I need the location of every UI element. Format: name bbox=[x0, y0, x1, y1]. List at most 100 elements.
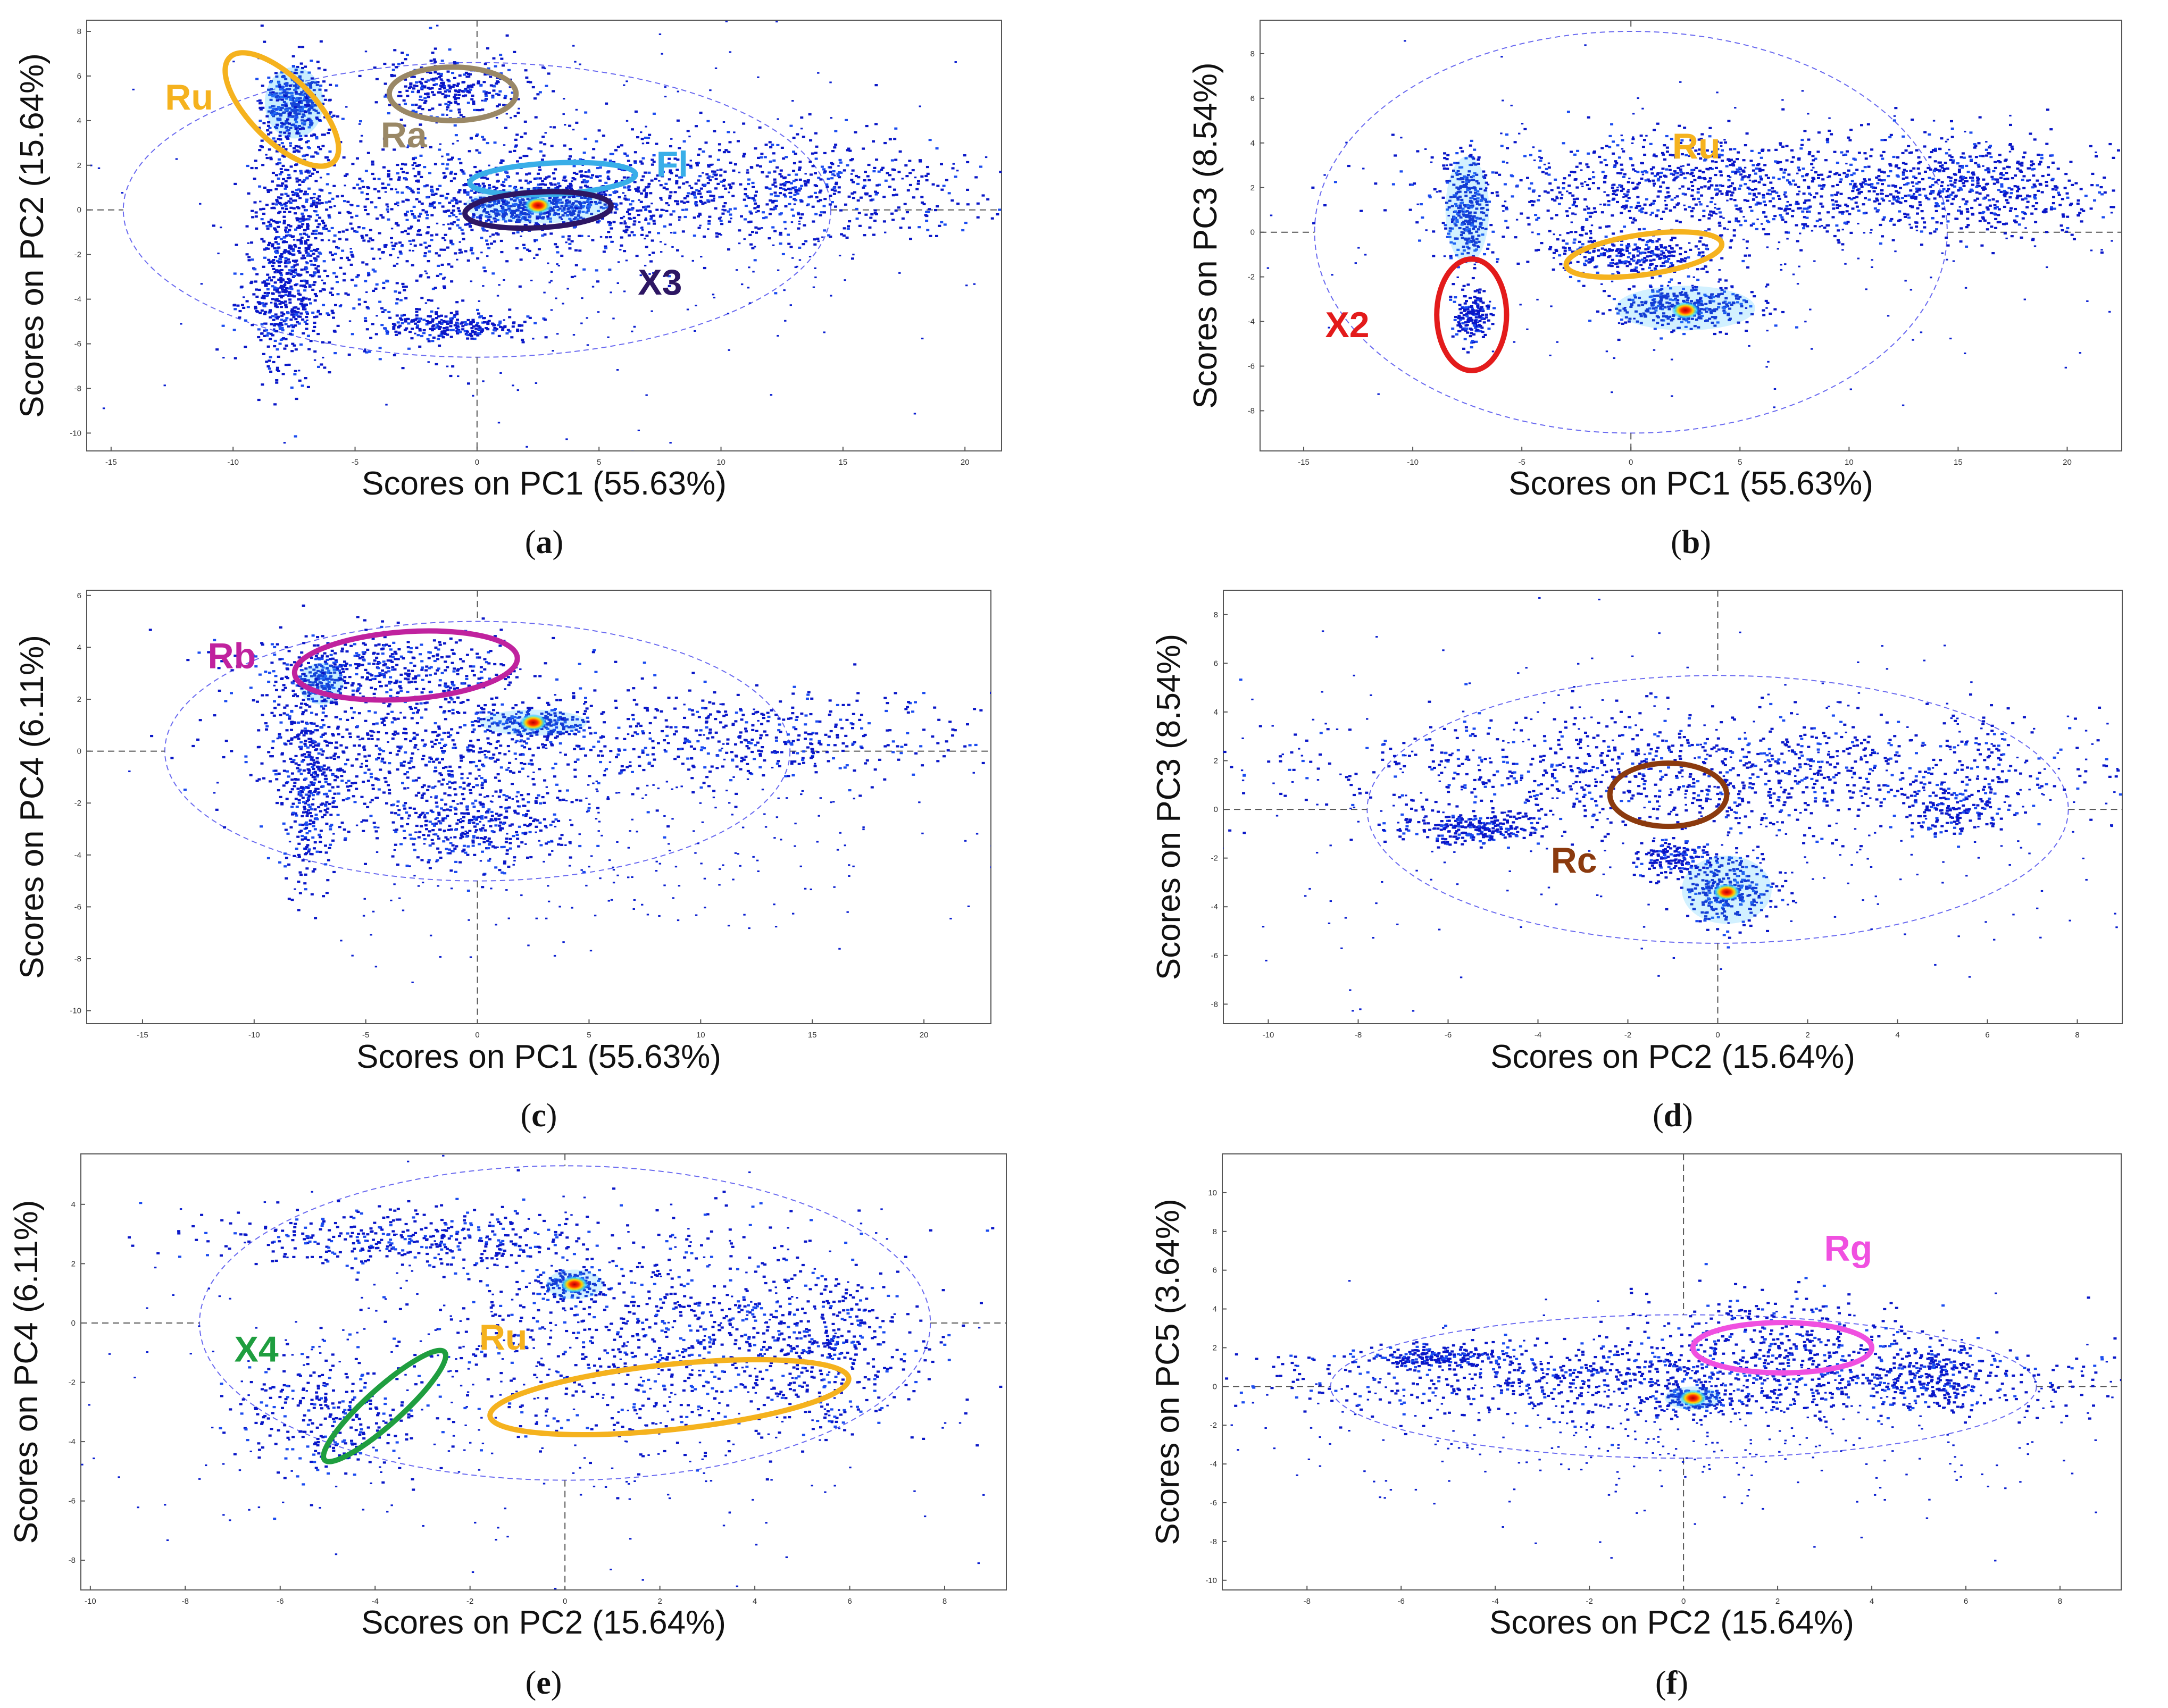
score-point bbox=[1839, 178, 1843, 181]
score-point bbox=[651, 163, 654, 166]
score-point bbox=[548, 281, 551, 283]
score-point bbox=[289, 247, 293, 250]
score-point bbox=[623, 169, 627, 172]
score-point bbox=[1033, 44, 1035, 46]
score-point bbox=[627, 208, 631, 211]
score-point bbox=[286, 262, 290, 264]
score-point bbox=[313, 133, 316, 137]
score-point bbox=[738, 171, 741, 173]
score-point bbox=[499, 372, 502, 374]
score-point bbox=[345, 238, 349, 241]
score-point bbox=[326, 183, 329, 186]
score-point bbox=[411, 164, 414, 166]
score-point bbox=[350, 216, 354, 219]
score-point bbox=[465, 333, 469, 336]
score-point bbox=[743, 218, 747, 221]
score-point bbox=[610, 291, 612, 294]
score-point bbox=[1945, 236, 1948, 239]
score-point bbox=[278, 221, 281, 223]
score-point bbox=[790, 208, 794, 211]
score-point bbox=[473, 337, 477, 340]
score-point bbox=[927, 211, 930, 213]
score-point bbox=[295, 149, 299, 152]
score-point bbox=[464, 71, 468, 74]
score-point bbox=[326, 312, 329, 315]
score-point bbox=[441, 205, 445, 208]
score-point bbox=[1571, 194, 1575, 197]
score-point bbox=[1888, 136, 1892, 139]
score-point bbox=[318, 199, 322, 202]
score-point bbox=[623, 290, 626, 292]
score-point bbox=[893, 188, 896, 191]
score-point bbox=[563, 124, 566, 126]
score-point bbox=[316, 271, 320, 274]
score-point bbox=[304, 297, 308, 300]
score-point bbox=[1648, 180, 1652, 182]
score-point bbox=[366, 213, 370, 215]
score-point bbox=[285, 97, 288, 100]
score-point bbox=[377, 248, 381, 251]
score-point bbox=[310, 77, 314, 80]
score-point bbox=[307, 104, 311, 106]
score-point bbox=[273, 302, 277, 305]
score-point bbox=[97, 167, 101, 169]
score-point bbox=[1852, 172, 1856, 175]
score-point bbox=[1620, 163, 1623, 166]
score-point bbox=[1640, 177, 1644, 180]
score-point bbox=[407, 227, 411, 230]
score-point bbox=[420, 82, 423, 85]
score-point bbox=[591, 239, 595, 241]
score-point bbox=[295, 259, 298, 262]
score-point bbox=[683, 197, 687, 199]
score-point bbox=[437, 91, 440, 94]
score-point bbox=[986, 198, 990, 201]
score-point bbox=[262, 265, 265, 268]
score-point bbox=[328, 192, 332, 195]
score-point bbox=[484, 95, 488, 97]
score-point bbox=[495, 328, 498, 331]
score-point bbox=[680, 176, 683, 179]
score-point bbox=[348, 320, 352, 322]
score-point bbox=[776, 166, 779, 169]
score-point bbox=[297, 224, 301, 227]
score-point bbox=[891, 219, 895, 221]
score-point bbox=[1691, 174, 1695, 177]
score-point bbox=[294, 91, 298, 94]
score-point bbox=[284, 104, 288, 107]
score-point bbox=[316, 269, 320, 272]
score-point bbox=[448, 87, 452, 90]
score-point bbox=[1631, 221, 1635, 224]
score-point bbox=[356, 183, 360, 186]
score-point bbox=[782, 177, 786, 180]
score-point bbox=[713, 197, 715, 199]
score-point bbox=[482, 81, 486, 83]
score-point bbox=[219, 227, 222, 229]
score-point bbox=[1933, 160, 1937, 163]
score-point bbox=[582, 202, 586, 204]
score-point bbox=[318, 232, 321, 235]
score-point bbox=[291, 103, 295, 105]
score-point bbox=[817, 177, 821, 179]
score-point bbox=[482, 187, 486, 189]
score-point bbox=[524, 224, 528, 227]
score-point bbox=[315, 214, 319, 216]
score-point bbox=[367, 273, 371, 276]
score-point bbox=[308, 174, 312, 177]
score-point bbox=[396, 224, 400, 227]
score-point bbox=[300, 71, 304, 73]
score-point bbox=[409, 82, 413, 85]
score-point bbox=[1816, 177, 1820, 179]
score-point bbox=[689, 164, 693, 168]
score-point bbox=[1629, 158, 1633, 161]
score-point bbox=[668, 275, 671, 278]
score-point bbox=[307, 244, 311, 247]
score-point bbox=[580, 202, 584, 204]
score-point bbox=[784, 205, 788, 208]
score-point bbox=[1558, 191, 1562, 194]
score-point bbox=[379, 214, 383, 216]
score-point bbox=[276, 289, 279, 292]
score-point bbox=[728, 349, 730, 351]
score-point bbox=[362, 239, 366, 242]
score-point bbox=[407, 322, 411, 325]
score-point bbox=[482, 196, 486, 199]
